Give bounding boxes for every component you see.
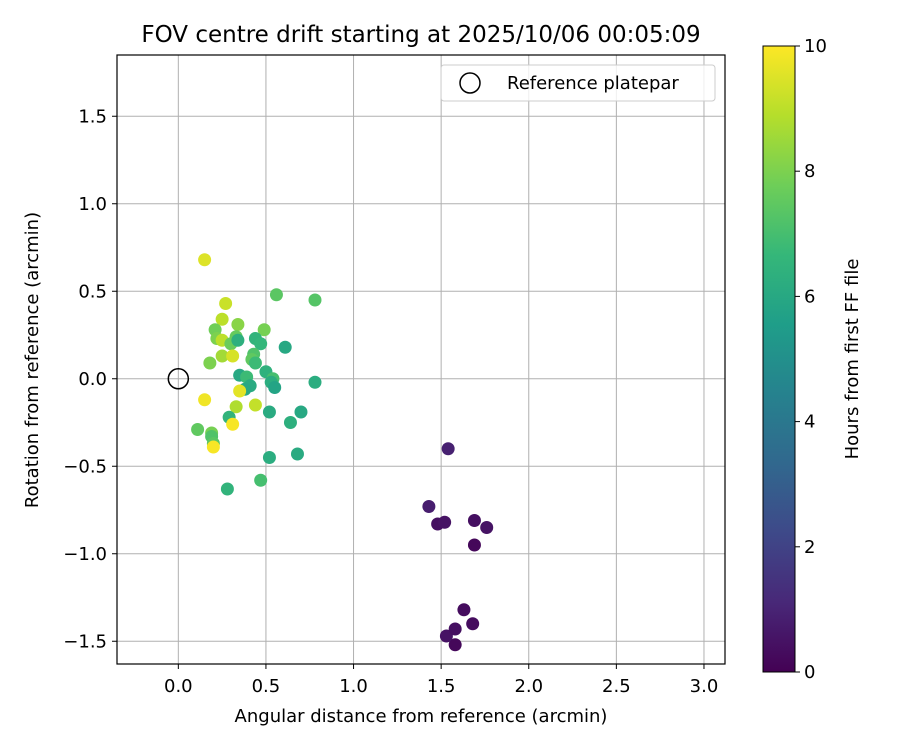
data-point — [220, 482, 234, 496]
reference-platepar-marker — [167, 368, 190, 390]
data-point — [254, 337, 268, 351]
data-point — [441, 442, 455, 456]
y-tick-label: −0.5 — [63, 456, 107, 477]
data-point — [268, 381, 282, 394]
colorbar-tick-label: 0 — [804, 662, 815, 683]
data-point — [231, 333, 245, 347]
data-point — [283, 416, 297, 429]
data-point — [438, 515, 452, 529]
data-point — [290, 447, 304, 461]
chart-title: FOV centre drift starting at 2025/10/06 … — [141, 22, 700, 48]
data-points — [191, 253, 494, 652]
data-point — [262, 405, 276, 419]
colorbar-tick-label: 8 — [804, 161, 815, 182]
y-tick-label: −1.5 — [63, 631, 107, 652]
colorbar — [762, 45, 796, 673]
data-point — [226, 349, 240, 363]
colorbar-tick-label: 10 — [804, 36, 827, 57]
data-point — [215, 312, 229, 326]
y-axis-label: Rotation from reference (arcmin) — [22, 212, 43, 508]
colorbar-ticks: 0 2 4 6 8 10 — [795, 36, 827, 683]
data-point — [269, 288, 283, 302]
data-point — [206, 440, 220, 454]
data-point — [215, 349, 229, 363]
legend: Reference platepar — [440, 64, 716, 102]
data-point — [191, 423, 205, 436]
data-point — [198, 253, 212, 267]
x-tick-label: 2.0 — [514, 676, 543, 697]
data-point — [203, 356, 217, 370]
reference-marker-group — [167, 368, 190, 390]
x-tick-label: 0.0 — [164, 676, 193, 697]
data-point — [439, 629, 453, 643]
data-point — [467, 538, 481, 552]
data-point — [248, 398, 262, 412]
data-point — [229, 400, 243, 414]
x-axis-ticks: 0.0 0.5 1.0 1.5 2.0 2.5 3.0 — [164, 664, 718, 697]
data-point — [457, 603, 471, 617]
data-point — [233, 384, 247, 398]
x-tick-label: 0.5 — [252, 676, 281, 697]
data-point — [226, 417, 240, 431]
legend-box — [440, 64, 716, 102]
colorbar-tick-label: 4 — [804, 412, 815, 433]
data-point — [480, 521, 494, 534]
data-point — [198, 393, 212, 407]
y-tick-label: −1.0 — [63, 544, 107, 565]
data-point — [231, 318, 245, 331]
data-point — [262, 451, 276, 464]
data-point — [248, 356, 262, 370]
x-tick-label: 2.5 — [602, 676, 631, 697]
data-point — [254, 473, 268, 487]
x-tick-label: 1.0 — [339, 676, 368, 697]
data-point — [257, 323, 271, 337]
data-point — [308, 293, 322, 307]
x-tick-label: 3.0 — [690, 676, 719, 697]
plot-frame — [116, 54, 726, 665]
data-point — [448, 622, 462, 636]
y-tick-label: 0.0 — [78, 369, 107, 390]
colorbar-label: Hours from first FF file — [842, 259, 863, 460]
data-point — [448, 638, 462, 652]
x-axis-label: Angular distance from reference (arcmin) — [235, 706, 608, 727]
y-tick-label: 1.5 — [78, 106, 107, 127]
legend-label: Reference platepar — [507, 73, 679, 94]
colorbar-tick-label: 2 — [804, 537, 815, 558]
data-point — [422, 500, 436, 513]
colorbar-tick-label: 6 — [804, 286, 815, 307]
data-point — [308, 375, 322, 389]
data-point — [467, 514, 481, 527]
legend-reference-marker — [459, 72, 481, 94]
y-tick-label: 0.5 — [78, 281, 107, 302]
data-point — [294, 405, 308, 419]
y-axis-ticks: 1.5 1.0 0.5 0.0 −0.5 −1.0 −1.5 — [63, 106, 117, 652]
data-point — [466, 617, 480, 631]
data-point — [219, 297, 233, 310]
grid — [117, 55, 725, 664]
x-tick-label: 1.5 — [427, 676, 456, 697]
y-tick-label: 1.0 — [78, 194, 107, 215]
data-point — [278, 340, 292, 354]
